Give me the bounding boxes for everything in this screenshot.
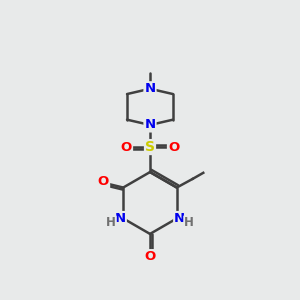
Text: O: O — [144, 250, 156, 263]
Text: N: N — [144, 118, 156, 131]
Text: S: S — [145, 140, 155, 154]
Text: O: O — [121, 141, 132, 154]
Text: H: H — [184, 216, 194, 230]
Text: H: H — [106, 216, 116, 230]
Text: O: O — [98, 175, 109, 188]
Text: N: N — [115, 212, 126, 225]
Text: N: N — [174, 212, 185, 225]
Text: N: N — [144, 82, 156, 95]
Text: O: O — [168, 141, 179, 154]
